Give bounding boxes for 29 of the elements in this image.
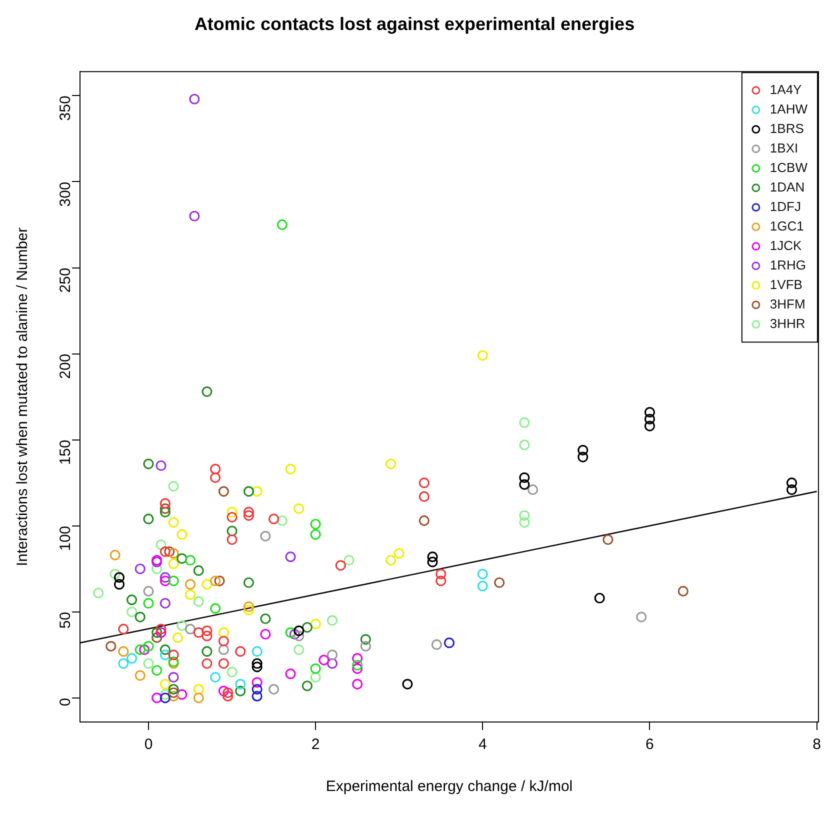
x-axis-title: Experimental energy change / kJ/mol xyxy=(326,778,573,796)
legend-label: 1BRS xyxy=(770,120,804,136)
legend-label: 1DFJ xyxy=(770,198,801,214)
x-tick-label: 6 xyxy=(646,736,654,754)
x-tick-label: 8 xyxy=(812,736,821,754)
y-tick-label: 250 xyxy=(57,268,74,293)
legend-label: 1RHG xyxy=(770,257,806,272)
y-axis-title: Interactions lost when mutated to alanine / Number xyxy=(14,228,32,566)
legend-label: 3HFM xyxy=(770,296,806,312)
y-tick-label: 200 xyxy=(57,354,74,379)
legend-label: 1GC1 xyxy=(770,218,804,234)
legend-label: 3HHR xyxy=(770,316,806,331)
y-tick-label: 100 xyxy=(57,526,74,551)
chart-title: Atomic contacts lost against experimental energies xyxy=(194,14,635,34)
legend-label: 1CBW xyxy=(770,160,808,175)
y-tick-label: 50 xyxy=(57,612,74,629)
legend-label: 1DAN xyxy=(770,179,805,194)
x-tick-label: 2 xyxy=(311,736,320,754)
legend-label: 1AHW xyxy=(770,101,808,116)
legend-label: 1BXI xyxy=(770,140,798,156)
legend-label: 1A4Y xyxy=(770,82,802,97)
legend-label: 1VFB xyxy=(770,276,802,292)
y-tick-label: 300 xyxy=(57,182,74,207)
x-tick-label: 0 xyxy=(144,736,153,754)
x-tick-label: 4 xyxy=(478,736,487,754)
legend-label: 1JCK xyxy=(770,238,802,253)
y-tick-label: 350 xyxy=(57,96,74,121)
y-tick-label: 150 xyxy=(57,440,74,465)
y-tick-label: 0 xyxy=(57,698,74,706)
